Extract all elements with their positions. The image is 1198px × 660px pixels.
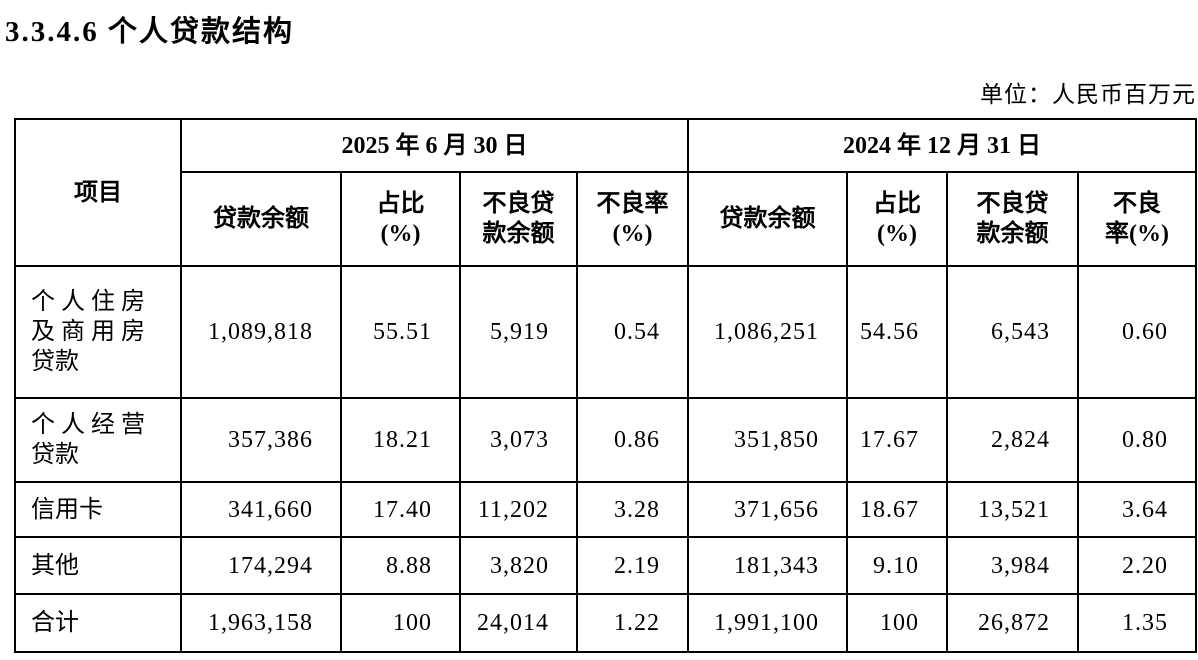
cell-value: 351,850 xyxy=(687,397,848,484)
cell-value: 18.21 xyxy=(340,397,461,484)
table-row-4: 合计 1,963,158 100 24,014 1.22 1,991,100 100 26,8… xyxy=(14,593,1197,654)
col-header-group0-col2: 不良贷 款余额 xyxy=(459,171,578,268)
table-row-2: 信用卡 341,660 17.40 11,202 3.28 371,656 18.67 13,… xyxy=(14,481,1197,539)
col-header-group1-col2: 不良贷 款余额 xyxy=(946,171,1079,268)
col-header-group0-col1: 占比 (%) xyxy=(340,171,461,268)
cell-value: 26,872 xyxy=(946,593,1079,654)
cell-value: 3,073 xyxy=(459,397,578,484)
cell-value: 3.64 xyxy=(1077,481,1197,539)
cell-value: 371,656 xyxy=(687,481,848,539)
cell-value: 8.88 xyxy=(340,536,461,596)
row-item-label: 其他 xyxy=(14,536,182,596)
cell-value: 0.60 xyxy=(1077,265,1197,400)
col-header-group1-col0: 贷款余额 xyxy=(687,171,848,268)
cell-value: 6,543 xyxy=(946,265,1079,400)
row-item-label: 信用卡 xyxy=(14,481,182,539)
cell-value: 341,660 xyxy=(180,481,342,539)
row-item-label: 合计 xyxy=(14,593,182,654)
cell-value: 24,014 xyxy=(459,593,578,654)
cell-value: 3,984 xyxy=(946,536,1079,596)
cell-value: 174,294 xyxy=(180,536,342,596)
cell-value: 2.20 xyxy=(1077,536,1197,596)
cell-value: 5,919 xyxy=(459,265,578,400)
cell-value: 357,386 xyxy=(180,397,342,484)
cell-value: 55.51 xyxy=(340,265,461,400)
cell-value: 181,343 xyxy=(687,536,848,596)
cell-value: 2.19 xyxy=(576,536,689,596)
col-header-group1-col3: 不良 率(%) xyxy=(1077,171,1197,268)
cell-value: 1,089,818 xyxy=(180,265,342,400)
cell-value: 17.67 xyxy=(846,397,948,484)
table-row-1: 个 人 经 营 贷款 357,386 18.21 3,073 0.86 351,850 17… xyxy=(14,397,1197,484)
col-header-group0-col3: 不良率 (%) xyxy=(576,171,689,268)
table-row-0: 个 人 住 房 及 商 用 房 贷款 1,089,818 55.51 5,919 0.5… xyxy=(14,265,1197,400)
table-body: 个 人 住 房 及 商 用 房 贷款 1,089,818 55.51 5,919 0.5… xyxy=(14,265,1197,654)
cell-value: 100 xyxy=(340,593,461,654)
cell-value: 9.10 xyxy=(846,536,948,596)
table-row-3: 其他 174,294 8.88 3,820 2.19 181,343 9.10 3,984 2.… xyxy=(14,536,1197,596)
cell-value: 1,086,251 xyxy=(687,265,848,400)
cell-value: 3,820 xyxy=(459,536,578,596)
cell-value: 18.67 xyxy=(846,481,948,539)
table-header: 项目 2025 年 6 月 30 日 2024 年 12 月 31 日 贷款余额… xyxy=(14,118,1197,268)
header-date-row: 项目 2025 年 6 月 30 日 2024 年 12 月 31 日 xyxy=(14,118,1197,268)
cell-value: 13,521 xyxy=(946,481,1079,539)
personal-loan-structure-table: 项目 2025 年 6 月 30 日 2024 年 12 月 31 日 贷款余额… xyxy=(14,118,1197,654)
cell-value: 1,963,158 xyxy=(180,593,342,654)
row-item-label: 个 人 经 营 贷款 xyxy=(14,397,182,484)
unit-note: 单位：人民币百万元 xyxy=(980,82,1196,108)
cell-value: 1.35 xyxy=(1077,593,1197,654)
col-header-item: 项目 xyxy=(14,118,182,268)
col-header-group1-col1: 占比 (%) xyxy=(846,171,948,268)
cell-value: 1,991,100 xyxy=(687,593,848,654)
cell-value: 17.40 xyxy=(340,481,461,539)
header-subcolumn-row: 贷款余额 占比 (%) 不良贷 款余额 不良率 (%) 贷款余额 占比 (%) 不良贷 款余… xyxy=(15,171,1197,268)
cell-value: 0.86 xyxy=(576,397,689,484)
col-group-2024-12-31: 2024 年 12 月 31 日 xyxy=(687,118,1197,174)
cell-value: 54.56 xyxy=(846,265,948,400)
row-item-label: 个 人 住 房 及 商 用 房 贷款 xyxy=(14,265,182,400)
cell-value: 3.28 xyxy=(576,481,689,539)
cell-value: 2,824 xyxy=(946,397,1079,484)
col-group-2025-06-30: 2025 年 6 月 30 日 xyxy=(180,118,689,174)
col-header-group0-col0: 贷款余额 xyxy=(180,171,342,268)
cell-value: 0.54 xyxy=(576,265,689,400)
cell-value: 100 xyxy=(846,593,948,654)
cell-value: 1.22 xyxy=(576,593,689,654)
cell-value: 11,202 xyxy=(459,481,578,539)
section-title: 3.3.4.6 个人贷款结构 xyxy=(5,16,295,48)
cell-value: 0.80 xyxy=(1077,397,1197,484)
